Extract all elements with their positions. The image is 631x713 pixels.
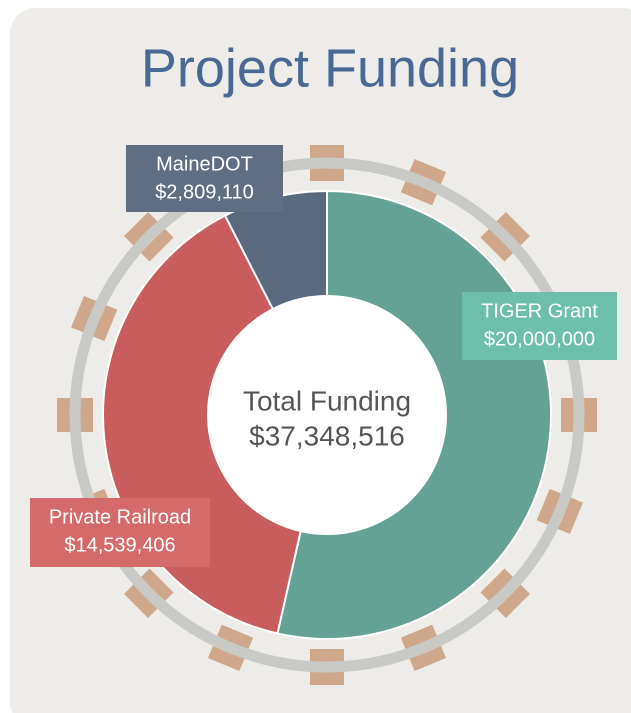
label-box (30, 498, 210, 567)
value-label: $2,809,110 (155, 181, 254, 203)
category-label: TIGER Grant (481, 300, 598, 322)
value-label: $14,539,406 (64, 534, 175, 556)
chart-title: Project Funding (141, 38, 519, 98)
donut-hole (207, 295, 447, 535)
value-label: $20,000,000 (484, 328, 595, 350)
label-box (462, 292, 617, 360)
label-box (126, 145, 283, 212)
rail-track (69, 157, 585, 673)
category-label: Private Railroad (49, 506, 191, 528)
center-value: $37,348,516 (249, 420, 405, 451)
center-label: Total Funding (243, 385, 411, 416)
category-label: MaineDOT (156, 153, 253, 175)
